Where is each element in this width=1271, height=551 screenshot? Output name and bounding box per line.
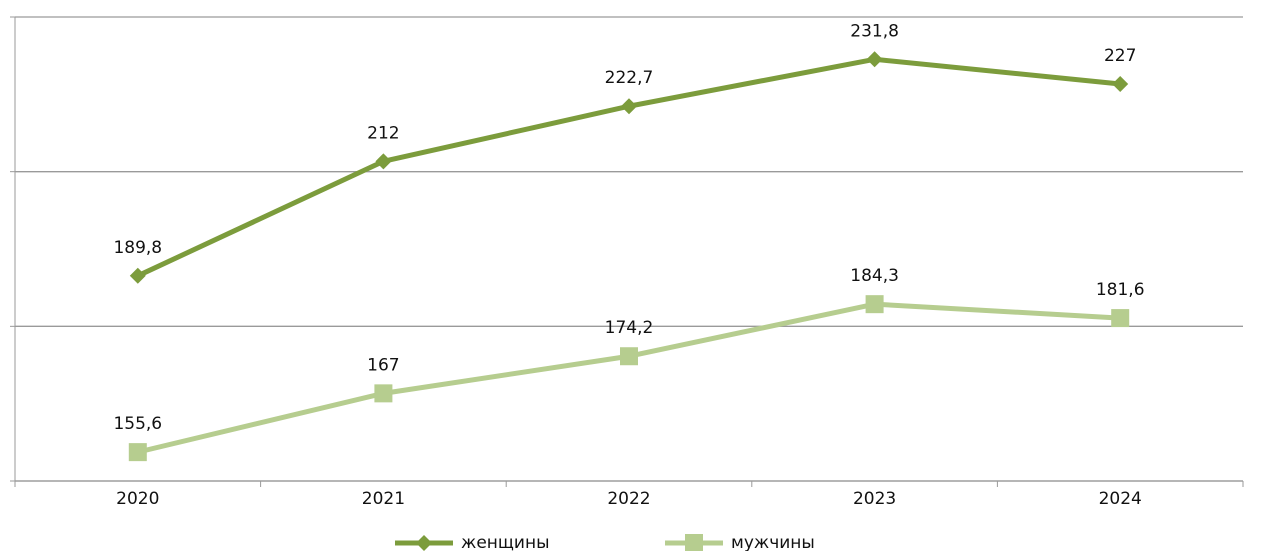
data-label: 227 <box>1104 46 1136 66</box>
data-label: 167 <box>367 355 399 375</box>
point-marker <box>1111 309 1130 328</box>
point-marker <box>129 267 146 284</box>
data-label: 155,6 <box>113 414 162 434</box>
data-label: 231,8 <box>850 21 899 41</box>
x-tick-label: 2020 <box>116 489 159 509</box>
point-marker <box>620 347 638 366</box>
x-tick-label: 2021 <box>362 489 405 509</box>
data-label: 184,3 <box>850 266 899 286</box>
legend-label: мужчины <box>731 533 815 551</box>
point-marker <box>374 384 393 403</box>
point-marker <box>621 98 637 115</box>
point-marker <box>866 51 883 68</box>
data-label: 174,2 <box>605 318 654 338</box>
data-label: 222,7 <box>605 68 654 88</box>
legend-label: женщины <box>461 533 550 551</box>
data-label: 212 <box>367 123 399 143</box>
series-line <box>136 56 1121 279</box>
point-marker <box>865 295 884 314</box>
point-marker <box>1112 76 1129 93</box>
point-marker <box>128 443 147 462</box>
legend-marker <box>685 534 703 551</box>
data-label: 181,6 <box>1096 280 1145 300</box>
data-label: 189,8 <box>113 238 162 258</box>
x-tick-label: 2022 <box>607 489 650 509</box>
legend-marker <box>416 535 432 551</box>
x-tick-label: 2024 <box>1099 489 1142 509</box>
x-tick-label: 2023 <box>853 489 896 509</box>
point-marker <box>375 153 392 170</box>
